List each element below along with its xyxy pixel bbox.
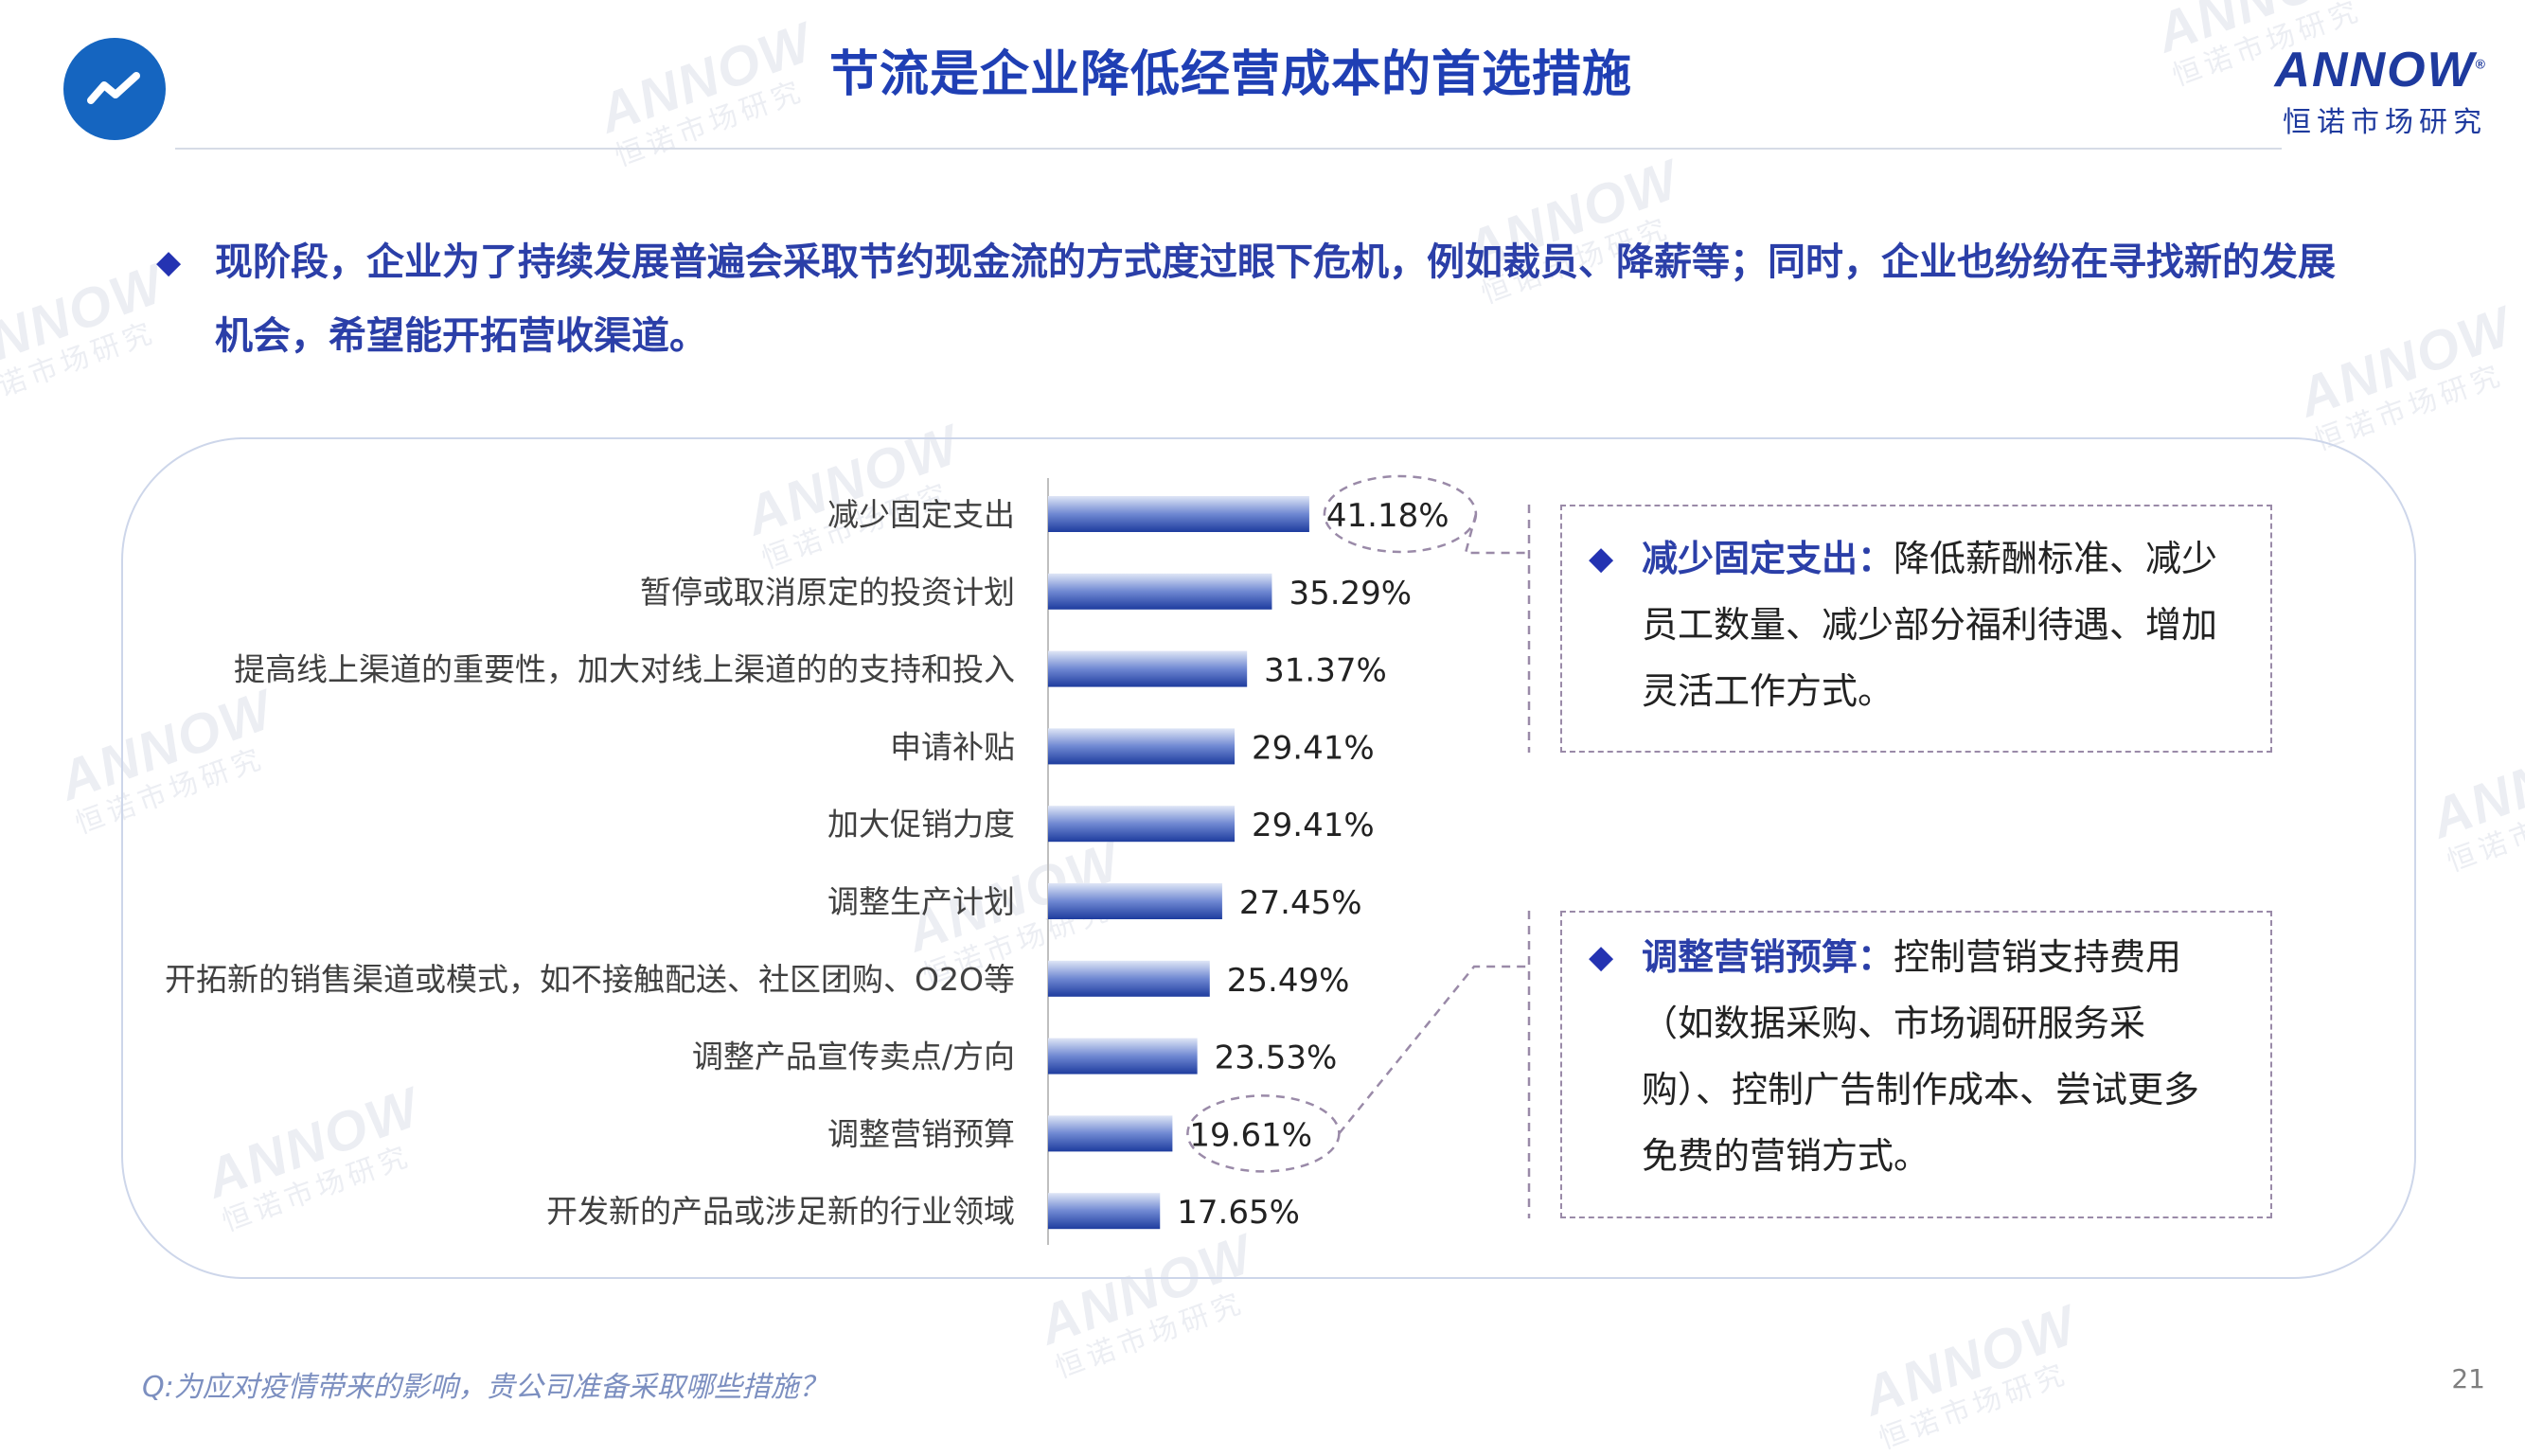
brand-name: ANNOW®: [2274, 43, 2487, 98]
chart-bar: [1048, 883, 1222, 919]
chart-category-label: 开拓新的销售渠道或模式，如不接触配送、社区团购、O2O等: [165, 961, 1015, 998]
chart-panel: [121, 437, 2416, 1279]
trend-line-icon: [63, 38, 166, 140]
page-number: 21: [2451, 1363, 2485, 1394]
diamond-bullet-icon: ◆: [1589, 540, 1614, 577]
diamond-bullet-icon: ◆: [1589, 938, 1614, 976]
chart-category-label: 提高线上渠道的重要性，加大对线上渠道的的支持和投入: [234, 651, 1015, 688]
chart-value-label: 29.41%: [1252, 807, 1375, 844]
bar-chart: 减少固定支出 41.18% 暂停或取消原定的投资计划 35.29% 提高线上渠道的重要性…: [165, 474, 1531, 1245]
callout-heading: 调整营销预算：: [1642, 936, 1894, 978]
chart-category-label: 暂停或取消原定的投资计划: [640, 574, 1015, 611]
connector-line: [1464, 513, 1529, 555]
header-divider: [175, 148, 2282, 150]
intro-text: 现阶段，企业为了持续发展普遍会采取节约现金流的方式度过眼下危机，例如裁员、降薪等…: [215, 240, 2336, 358]
callout-heading: 减少固定支出：: [1642, 538, 1894, 579]
connector-line: [1338, 965, 1529, 1135]
brand-logo: ANNOW® 恒诺市场研究: [2274, 45, 2487, 140]
chart-bar: [1048, 806, 1236, 843]
chart-value-label: 35.29%: [1289, 575, 1412, 613]
chart-bar: [1048, 650, 1248, 687]
chart-value-label: 41.18%: [1326, 497, 1449, 535]
chart-category-label: 调整生产计划: [827, 883, 1015, 920]
chart-value-label: 31.37%: [1264, 652, 1387, 690]
chart-value-label: 17.65%: [1177, 1194, 1300, 1232]
callout-fixed-costs: ◆ 减少固定支出：降低薪酬标准、减少员工数量、减少部分福利待遇、增加灵活工作方式…: [1560, 505, 2272, 753]
chart-bar: [1048, 1038, 1198, 1074]
chart-category-label: 调整产品宣传卖点/方向: [692, 1039, 1015, 1075]
chart-value-label: 29.41%: [1252, 729, 1375, 767]
chart-value-label: 27.45%: [1239, 884, 1362, 922]
chart-category-label: 加大促销力度: [827, 806, 1015, 843]
chart-category-label: 开发新的产品或涉足新的行业领域: [546, 1193, 1015, 1230]
chart-value-label: 23.53%: [1215, 1039, 1338, 1077]
chart-bar: [1048, 573, 1272, 610]
chart-category-label: 申请补贴: [890, 728, 1015, 765]
chart-bar: [1048, 496, 1309, 532]
callout-text: 控制营销支持费用（如数据采购、市场调研服务采购）、控制广告制作成本、尝试更多免费…: [1642, 936, 2200, 1177]
page-title: 节流是企业降低经营成本的首选措施: [828, 46, 1632, 103]
chart-category-label: 调整营销预算: [827, 1115, 1015, 1152]
callout-text: 降低薪酬标准、减少员工数量、减少部分福利待遇、增加灵活工作方式。: [1642, 538, 2218, 712]
chart-value-label: 19.61%: [1189, 1116, 1312, 1154]
chart-bar: [1048, 1193, 1161, 1230]
chart-value-label: 25.49%: [1227, 962, 1350, 1000]
chart-bar: [1048, 728, 1236, 765]
survey-question: Q:为应对疫情带来的影响，贵公司准备采取哪些措施？: [142, 1371, 827, 1404]
diamond-bullet-icon: ◆: [156, 243, 182, 281]
brand-subtitle: 恒诺市场研究: [2283, 106, 2487, 139]
callout-marketing-budget: ◆ 调整营销预算：控制营销支持费用（如数据采购、市场调研服务采购）、控制广告制作…: [1560, 911, 2272, 1218]
intro-paragraph: ◆ 现阶段，企业为了持续发展普遍会采取节约现金流的方式度过眼下危机，例如裁员、降…: [156, 225, 2362, 373]
chart-bar: [1048, 960, 1210, 997]
chart-bar: [1048, 1115, 1173, 1152]
chart-category-label: 减少固定支出: [827, 496, 1015, 533]
